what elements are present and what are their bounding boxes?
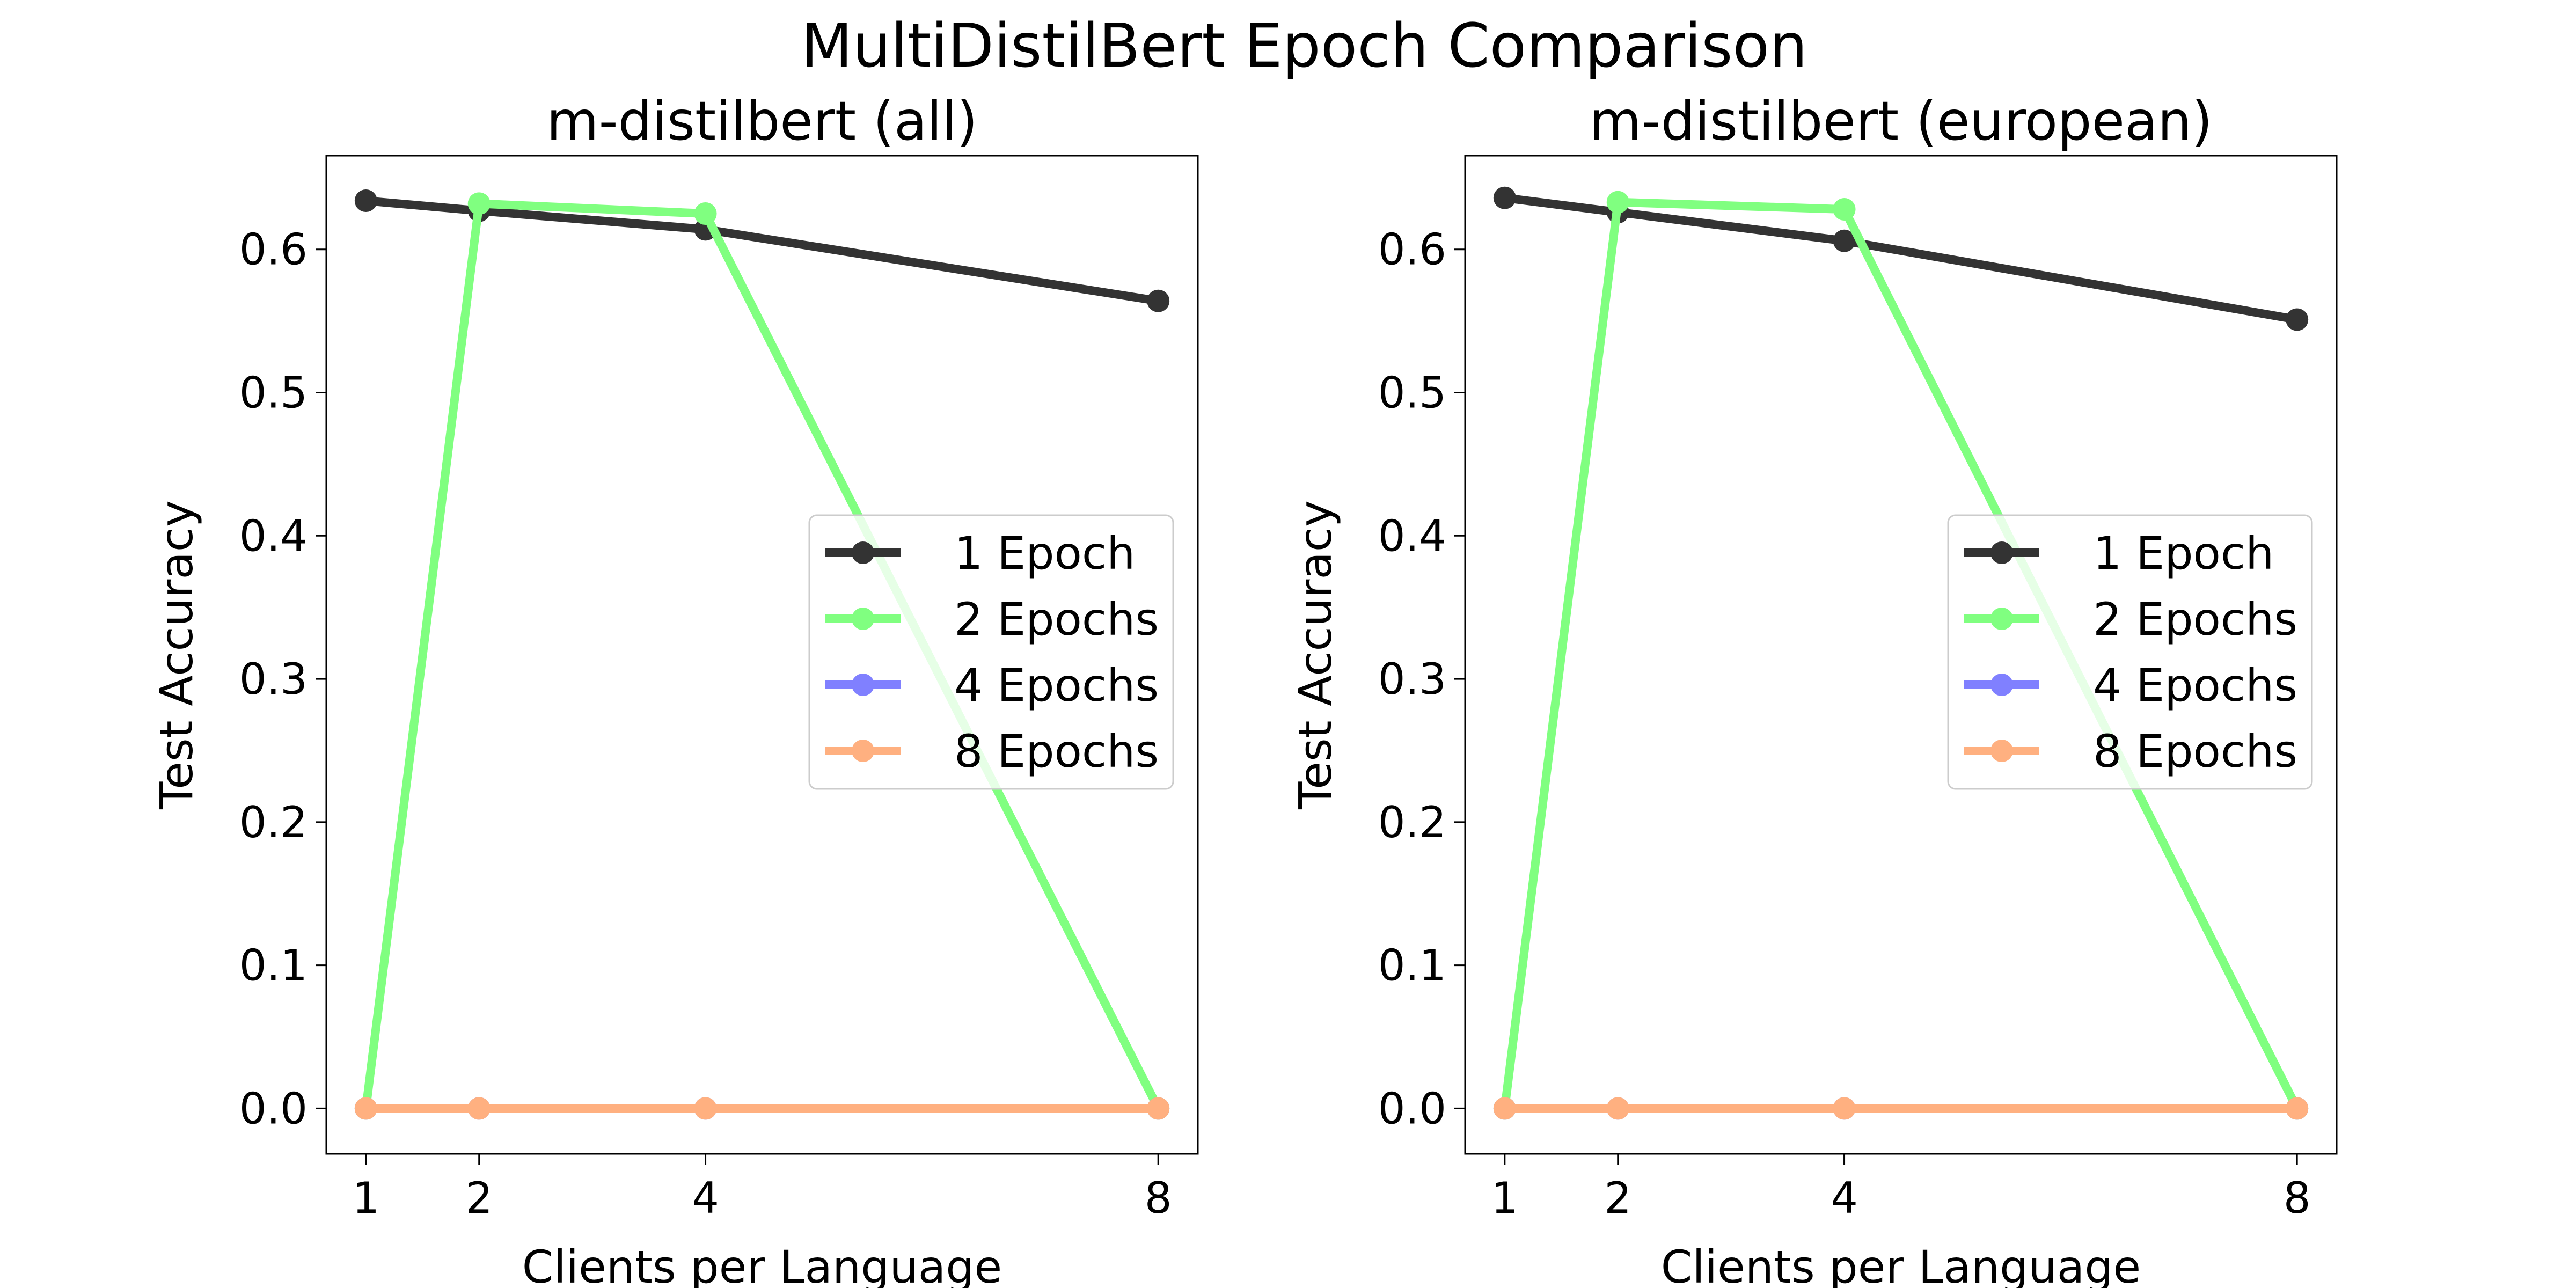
x-tick-label: 1 [352, 1173, 379, 1223]
y-tick-label: 0.3 [239, 654, 308, 704]
data-point [354, 1097, 377, 1120]
data-point [694, 1097, 717, 1120]
legend-item: 1 Epoch [825, 527, 1135, 580]
legend-marker [852, 740, 874, 762]
data-point [467, 192, 491, 215]
data-point [1833, 1097, 1856, 1120]
chart-title: m-distilbert (european) [1589, 90, 2212, 152]
y-tick-label: 0.6 [239, 225, 308, 275]
x-tick-label: 8 [1145, 1173, 1172, 1223]
x-tick-label: 4 [1831, 1173, 1858, 1223]
data-point [694, 202, 717, 225]
y-tick-label: 0.1 [239, 941, 308, 991]
chart-panel-1: m-distilbert (all) Clients per Language Te… [150, 90, 1199, 1288]
y-tick-label: 0.3 [1378, 654, 1446, 704]
series-1 [1493, 186, 2309, 331]
legend-item: 2 Epochs [825, 593, 1159, 646]
legend-box [808, 514, 1174, 790]
legend-box [1947, 514, 2313, 790]
legend: 1 Epoch 2 Epochs 4 Epochs 8 Epochs [808, 514, 1174, 790]
legend-item: 8 Epochs [1964, 725, 2297, 778]
data-point [1833, 198, 1856, 221]
legend-marker [1990, 740, 2013, 762]
series-line [1504, 193, 2298, 324]
data-point [354, 189, 377, 213]
legend-item: 4 Epochs [825, 659, 1159, 712]
x-axis-label: Clients per Language [522, 1241, 1002, 1288]
legend-marker [852, 541, 874, 564]
legend-marker [1990, 608, 2013, 630]
y-tick-label: 0.4 [1378, 511, 1446, 561]
legend-label: 1 Epoch [954, 527, 1135, 580]
data-point [1606, 191, 1629, 214]
data-point [1147, 1097, 1170, 1120]
data-point [1493, 1097, 1516, 1120]
legend-item: 4 Epochs [1964, 659, 2297, 712]
legend: 1 Epoch 2 Epochs 4 Epochs 8 Epochs [1947, 514, 2313, 790]
legend-item: 8 Epochs [825, 725, 1159, 778]
legend-label: 8 Epochs [954, 725, 1159, 778]
data-point [1493, 186, 1516, 209]
legend-label: 4 Epochs [954, 659, 1159, 712]
y-tick-label: 0.0 [1378, 1084, 1446, 1133]
series-4 [354, 1097, 1170, 1120]
x-tick-label: 4 [692, 1173, 719, 1223]
chart-title: m-distilbert (all) [546, 90, 978, 152]
data-point [1833, 229, 1856, 252]
legend-label: 8 Epochs [2093, 725, 2297, 778]
data-point [2286, 1097, 2309, 1120]
y-axis-label: Test Accuracy [1289, 500, 1342, 810]
x-tick-label: 2 [1604, 1173, 1631, 1223]
x-tick-label: 8 [2284, 1173, 2311, 1223]
x-tick-label: 1 [1491, 1173, 1518, 1223]
data-point [467, 1097, 491, 1120]
x-tick-label: 2 [465, 1173, 493, 1223]
data-point [1606, 1097, 1629, 1120]
y-axis-label: Test Accuracy [150, 500, 203, 810]
figure-title: MultiDistilBert Epoch Comparison [801, 11, 1807, 81]
legend-label: 1 Epoch [2093, 527, 2274, 580]
legend-item: 1 Epoch [1964, 527, 2274, 580]
series-4 [1493, 1097, 2309, 1120]
plot-frame [325, 155, 1199, 1155]
legend-label: 2 Epochs [954, 593, 1159, 646]
series-line [365, 196, 1159, 305]
x-axis-label: Clients per Language [1661, 1241, 2141, 1288]
y-tick-label: 0.5 [1378, 368, 1446, 418]
legend-item: 2 Epochs [1964, 593, 2297, 646]
data-point [2286, 308, 2309, 331]
legend-marker [852, 608, 874, 630]
y-tick-label: 0.2 [239, 797, 308, 847]
legend-label: 2 Epochs [2093, 593, 2297, 646]
y-tick-label: 0.6 [1378, 225, 1446, 275]
plot-frame [1464, 155, 2338, 1155]
legend-marker [1990, 674, 2013, 696]
y-tick-label: 0.1 [1378, 941, 1446, 991]
y-tick-label: 0.4 [239, 511, 308, 561]
y-tick-label: 0.0 [239, 1084, 308, 1133]
y-tick-label: 0.2 [1378, 797, 1446, 847]
chart-panel-2: m-distilbert (european) Clients per Langu… [1289, 90, 2338, 1288]
y-tick-label: 0.5 [239, 368, 308, 418]
legend-label: 4 Epochs [2093, 659, 2297, 712]
legend-marker [852, 674, 874, 696]
legend-marker [1990, 541, 2013, 564]
data-point [1147, 289, 1170, 312]
